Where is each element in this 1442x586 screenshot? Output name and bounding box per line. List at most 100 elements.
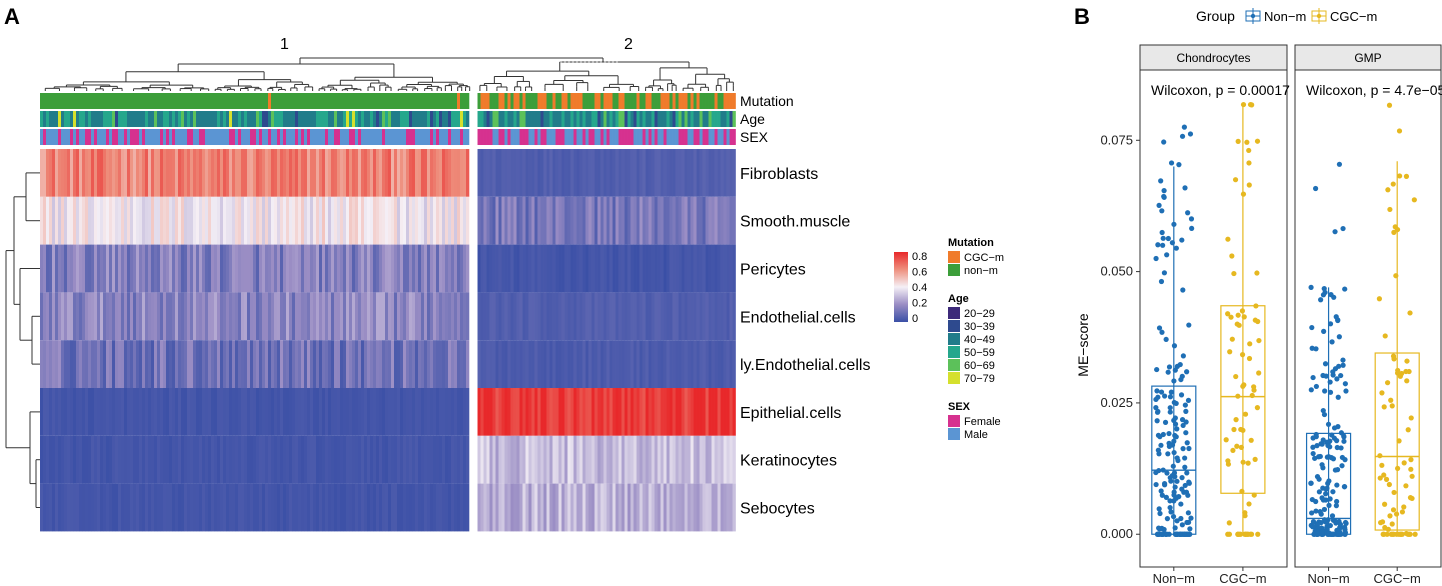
heatmap-cell (675, 483, 679, 532)
heatmap-cell (319, 388, 323, 436)
heatmap-cell (403, 483, 407, 532)
heatmap-cell (397, 388, 401, 436)
heatmap-cell (208, 292, 212, 341)
data-point (1182, 482, 1188, 489)
heatmap-cell (633, 340, 637, 388)
heatmap-cell (223, 483, 227, 532)
annotation-cell (118, 111, 122, 127)
heatmap-cell (307, 388, 311, 436)
annotation-cell (615, 129, 619, 145)
data-point (1165, 451, 1171, 457)
heatmap-cell (205, 244, 209, 293)
heatmap-cell (579, 149, 583, 197)
heatmap-cell (687, 244, 691, 293)
data-point (1342, 457, 1348, 463)
data-point (1323, 491, 1329, 497)
anno-label-age: Age (740, 111, 765, 127)
heatmap-cell (313, 149, 317, 197)
annotation-cell (630, 93, 634, 109)
heatmap-cell (561, 340, 565, 388)
heatmap-cell (669, 244, 673, 293)
heatmap-cell (621, 292, 625, 341)
heatmap-cell (40, 435, 44, 484)
heatmap-cell (690, 435, 694, 484)
annotation-cell (594, 129, 598, 145)
heatmap-cell (400, 196, 404, 245)
heatmap-cell (711, 340, 715, 388)
annotation-cell (690, 111, 694, 127)
heatmap-cell (480, 292, 484, 341)
heatmap-cell (654, 149, 658, 197)
heatmap-cell (430, 196, 434, 245)
data-point (1171, 498, 1177, 504)
heatmap-cell (726, 435, 730, 484)
data-point (1313, 383, 1319, 390)
data-point (1340, 357, 1346, 363)
heatmap-cell (265, 196, 269, 245)
annotation-cell (52, 129, 56, 145)
annotation-cell (61, 129, 65, 145)
heatmap-cell (552, 149, 556, 197)
heatmap-cell (76, 149, 80, 197)
heatmap-cell (307, 340, 311, 388)
heatmap-cell (370, 483, 374, 532)
data-point (1310, 450, 1316, 457)
annotation-cell (642, 111, 646, 127)
data-point (1313, 346, 1319, 352)
data-point (1308, 480, 1314, 486)
heatmap-cell (217, 435, 221, 484)
annotation-cell (64, 129, 68, 145)
heatmap-cell (337, 196, 341, 245)
heatmap-cell (88, 244, 92, 293)
heatmap-cell (226, 244, 230, 293)
annotation-cell (154, 129, 158, 145)
annotation-cell (696, 129, 700, 145)
heatmap-cell (367, 244, 371, 293)
heatmap-cell (187, 292, 191, 341)
annotation-cell (513, 93, 517, 109)
heatmap-cell (94, 483, 98, 532)
heatmap-cell (442, 196, 446, 245)
heatmap-cell (489, 340, 493, 388)
heatmap-cell (184, 244, 188, 293)
annotation-cell (385, 93, 389, 109)
heatmap-cell (699, 149, 703, 197)
heatmap-cell (160, 435, 164, 484)
heatmap-cell (477, 435, 481, 484)
heatmap-cell (717, 483, 721, 532)
data-point (1181, 124, 1187, 130)
heatmap-cell (121, 244, 125, 293)
annotation-cell (298, 129, 302, 145)
heatmap-cell (513, 483, 517, 532)
annotation-cell (681, 93, 685, 109)
heatmap-cell (460, 340, 464, 388)
heatmap-cell (313, 244, 317, 293)
heatmap-cell (636, 196, 640, 245)
heatmap-cell (352, 292, 356, 341)
annotation-cell (130, 129, 134, 145)
heatmap-cell (457, 435, 461, 484)
annotation-cell (690, 93, 694, 109)
heatmap-cell (522, 483, 526, 532)
annotation-cell (528, 129, 532, 145)
data-point (1233, 373, 1239, 380)
data-point (1334, 444, 1340, 451)
heatmap-cell (232, 196, 236, 245)
heatmap-cell (415, 435, 419, 484)
heatmap-cell (292, 149, 296, 197)
heatmap-cell (693, 435, 697, 484)
heatmap-cell (699, 388, 703, 436)
data-point (1159, 208, 1165, 214)
heatmap-cell (361, 388, 365, 436)
heatmap-cell (732, 340, 736, 388)
heatmap-cell (705, 149, 709, 197)
data-point (1321, 506, 1328, 513)
data-point (1167, 394, 1174, 400)
heatmap-cell (630, 483, 634, 532)
heatmap-cell (106, 196, 110, 245)
annotation-cell (190, 111, 194, 127)
heatmap-cell (555, 244, 559, 293)
annotation-cell (621, 111, 625, 127)
heatmap-cell (250, 292, 254, 341)
